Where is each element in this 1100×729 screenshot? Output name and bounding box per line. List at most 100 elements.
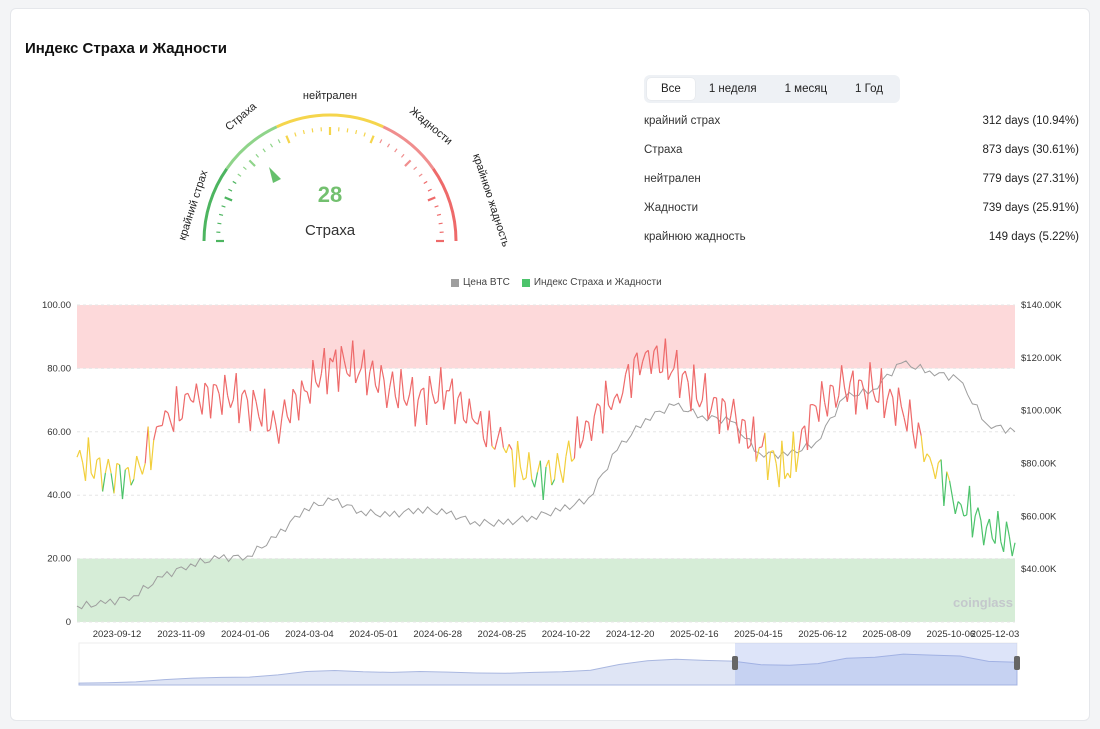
- series-segment-index: [627, 364, 632, 398]
- gauge-tick: [427, 188, 432, 192]
- tab-1-week[interactable]: 1 неделя: [708, 83, 757, 95]
- series-segment-index: [372, 360, 377, 386]
- stat-value: 149 days (5.22%): [988, 231, 1079, 243]
- legend-swatch: [521, 278, 530, 287]
- series-segment-index: [926, 453, 931, 458]
- series-segment-index: [326, 357, 331, 395]
- tab-1-year[interactable]: 1 Год: [855, 83, 883, 95]
- series-segment-index: [673, 349, 678, 369]
- navigator-handle-left[interactable]: [732, 656, 738, 670]
- series-segment-index: [829, 384, 834, 387]
- series-segment-index: [747, 444, 752, 449]
- range-navigator[interactable]: [78, 642, 1020, 686]
- gauge-tick: [369, 135, 375, 144]
- series-segment-index: [659, 371, 663, 374]
- series-segment-index: [187, 393, 192, 401]
- series-segment-index: [428, 375, 433, 394]
- series-segment-index: [201, 382, 206, 415]
- series-segment-index: [727, 415, 732, 431]
- gauge-tick: [418, 173, 423, 177]
- series-segment-index: [610, 398, 615, 410]
- series-segment-index: [843, 387, 848, 402]
- series-segment-index: [1008, 536, 1013, 557]
- tab-1-month[interactable]: 1 месяц: [784, 83, 828, 95]
- series-segment-index: [767, 451, 772, 481]
- legend-item-btc[interactable]: Цена BTC: [451, 277, 510, 288]
- gauge-label-neutral: нейтрален: [303, 90, 357, 102]
- fear-greed-card: Индекс Страха и Жадности 28 Страха крайн…: [10, 8, 1090, 721]
- tab-all[interactable]: Все: [647, 78, 695, 100]
- series-segment-index: [423, 387, 428, 426]
- series-segment-index: [380, 365, 385, 381]
- series-segment-index: [792, 431, 797, 472]
- series-segment-index: [863, 392, 868, 410]
- legend-item-index[interactable]: Индекс Страха и Жадности: [521, 277, 662, 288]
- series-segment-index: [79, 449, 84, 464]
- series-segment-index: [508, 444, 513, 450]
- series-segment-index: [977, 507, 982, 521]
- series-segment-index: [949, 480, 954, 498]
- series-segment-index: [150, 440, 155, 471]
- series-segment-index: [642, 352, 647, 362]
- gauge-tick: [232, 180, 237, 185]
- series-segment-index: [630, 358, 635, 398]
- series-segment-index: [553, 453, 558, 480]
- series-segment-index: [806, 404, 811, 451]
- series-segment-index: [585, 420, 589, 423]
- series-segment-index: [357, 368, 362, 376]
- series-segment-index: [613, 393, 618, 399]
- navigator-selection[interactable]: [735, 643, 1017, 685]
- stat-label: крайний страх: [644, 115, 721, 127]
- gauge-tick: [255, 153, 260, 158]
- series-segment-index: [224, 374, 229, 396]
- x-tick-label: 2024-05-01: [349, 629, 398, 640]
- series-segment-index: [775, 463, 780, 488]
- series-segment-index: [571, 457, 575, 462]
- series-segment-index: [517, 440, 521, 468]
- series-segment-index: [986, 518, 990, 528]
- series-segment-index: [869, 362, 874, 391]
- x-tick-label: 2025-06-12: [798, 629, 847, 640]
- series-segment-index: [281, 399, 286, 419]
- gauge-tick: [355, 130, 358, 135]
- series-segment-index: [676, 349, 681, 398]
- series-segment-index: [329, 357, 334, 363]
- series-segment-index: [559, 469, 564, 483]
- series-segment-index: [579, 439, 584, 449]
- navigator-handle-right[interactable]: [1014, 656, 1020, 670]
- series-segment-index: [136, 455, 141, 466]
- series-segment-index: [548, 459, 553, 486]
- gauge-tick: [400, 153, 405, 158]
- series-segment-index: [349, 340, 354, 377]
- series-segment-index: [846, 382, 851, 402]
- series-segment-index: [320, 348, 325, 374]
- series-segment-index: [116, 462, 120, 466]
- x-tick-label: 2025-02-16: [670, 629, 719, 640]
- series-segment-index: [696, 399, 701, 408]
- series-segment-index: [599, 406, 604, 434]
- series-segment-index: [335, 349, 340, 392]
- series-segment-index: [434, 400, 439, 405]
- gauge-tick: [224, 196, 233, 202]
- series-segment-index: [750, 416, 755, 446]
- series-segment-index: [824, 402, 828, 417]
- series-segment-index: [943, 471, 948, 506]
- series-segment-index: [127, 467, 132, 486]
- stat-row-extreme-fear: крайний страх 312 days (10.94%): [644, 115, 1079, 144]
- series-segment-index: [133, 455, 138, 480]
- series-segment-index: [605, 380, 610, 406]
- series-segment-index: [460, 391, 465, 420]
- series-segment-index: [528, 452, 533, 480]
- series-segment-index: [639, 361, 644, 376]
- series-segment-index: [283, 399, 288, 417]
- series-segment-index: [355, 374, 359, 384]
- series-segment-index: [363, 349, 368, 396]
- series-segment-index: [940, 459, 945, 506]
- series-segment-index: [93, 459, 98, 479]
- series-segment-index: [838, 365, 843, 396]
- series-segment-index: [718, 398, 723, 434]
- page-title: Индекс Страха и Жадности: [25, 40, 227, 57]
- series-segment-index: [878, 368, 882, 403]
- chart-grid: [77, 304, 1015, 623]
- gauge-state: Страха: [305, 222, 356, 239]
